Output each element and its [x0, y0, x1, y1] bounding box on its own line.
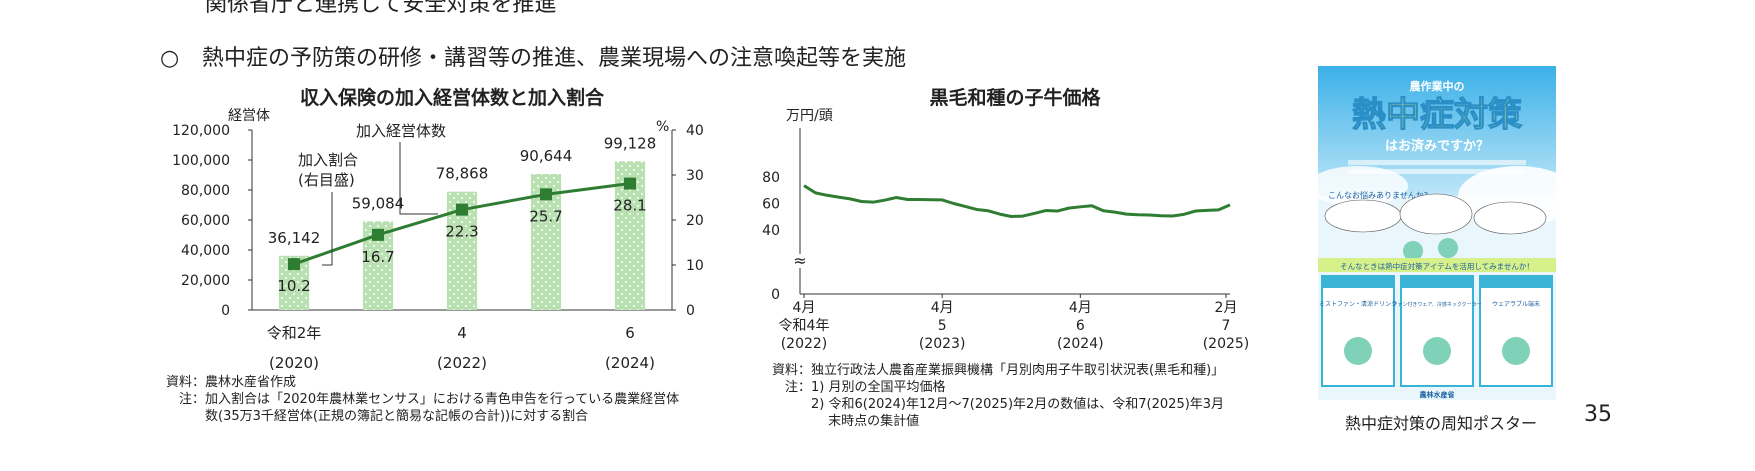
chart-title: 黒毛和種の子牛価格	[929, 86, 1101, 109]
y-left-tick-label: 60,000	[181, 213, 230, 229]
bar-value-label: 36,142	[268, 229, 321, 247]
x-tick-month: 4月	[1069, 300, 1092, 316]
x-tick-year: 5	[938, 318, 947, 334]
legend-count-name: 加入経営体数	[356, 122, 446, 140]
poster-footer: 農林水産省	[1420, 390, 1455, 399]
y-left-tick-label: 100,000	[172, 153, 230, 169]
x-tick-year: (2020)	[269, 354, 319, 372]
ratio-value-label: 22.3	[445, 223, 478, 241]
source-line: 資料：独立行政法人農畜産業振興機構「月別肉用子牛取引状況表(黒毛和種)」	[772, 363, 1225, 378]
x-tick-year: (2022)	[437, 354, 487, 372]
poster-item-2: ファン付きウェア、冷感ネッククーラー	[1392, 301, 1481, 308]
note-line: 2) 令和6(2024)年12月～7(2025)年2月の数値は、令和7(2025…	[772, 397, 1225, 412]
x-tick-month: 4月	[931, 300, 954, 316]
x-tick-western-year: (2022)	[781, 336, 828, 352]
source-line: 資料：農林水産省作成	[166, 375, 297, 390]
ratio-marker	[288, 258, 300, 271]
note-line: 注：1) 月別の全国平均価格	[772, 380, 946, 395]
cut-off-line: 関係省庁と連携して安全対策を推進	[205, 0, 557, 17]
y-axis-right-label: %	[656, 119, 669, 135]
ratio-value-label: 25.7	[529, 207, 562, 225]
y-tick-label: 60	[762, 197, 780, 213]
poster-sub: はお済みですか？	[1385, 138, 1489, 154]
legend-ratio-leader	[322, 192, 333, 266]
x-tick-month: 4月	[793, 300, 816, 316]
bar-value-label: 78,868	[436, 165, 489, 183]
heatstroke-poster: 農作業中の 熱中症対策 はお済みですか？ こんなお悩みありませんか？ そんなとき…	[1318, 66, 1556, 400]
legend-ratio-name: 加入割合	[298, 151, 358, 169]
y-tick-label: 0	[771, 287, 780, 303]
y-right-tick-label: 40	[686, 123, 704, 139]
y-left-tick-label: 80,000	[181, 183, 230, 199]
ratio-marker	[372, 228, 384, 241]
x-tick-western-year: (2024)	[1057, 336, 1104, 352]
chart-title: 収入保険の加入経営体数と加入割合	[300, 86, 605, 109]
x-tick-year: 7	[1222, 318, 1231, 334]
axis-break-mark: ≈	[793, 251, 806, 270]
ratio-marker	[540, 188, 552, 201]
y-left-tick-label: 40,000	[181, 243, 230, 259]
ratio-marker	[624, 177, 636, 190]
y-left-tick-label: 120,000	[172, 123, 230, 139]
x-tick-month: 2月	[1215, 300, 1238, 316]
note-line: 末時点の集計値	[772, 414, 920, 429]
bar-value-label: 99,128	[604, 134, 657, 152]
poster-band: そんなときは熱中症対策アイテムを活用してみませんか！	[1340, 261, 1534, 271]
y-right-tick-label: 30	[686, 168, 704, 184]
calf-price-chart-source: 資料：独立行政法人農畜産業振興機構「月別肉用子牛取引状況表(黒毛和種)」 注：1…	[772, 362, 1224, 430]
x-tick-western-year: (2023)	[919, 336, 966, 352]
x-tick-label: 4	[457, 324, 467, 342]
x-tick-western-year: (2025)	[1203, 336, 1250, 352]
bar-value-label: 59,084	[352, 194, 405, 212]
y-left-tick-label: 0	[221, 303, 230, 319]
bullet-heading: ○ 熱中症の予防策の研修・講習等の推進、農業現場への注意喚起等を実施	[160, 40, 906, 72]
page-number: 35	[1584, 402, 1612, 427]
x-tick-year: (2024)	[605, 354, 655, 372]
y-axis-label: 万円/頭	[786, 108, 833, 124]
x-tick-label: 6	[625, 324, 635, 342]
y-tick-label: 40	[762, 223, 780, 239]
y-axis-left-label: 経営体	[228, 108, 270, 124]
y-left-tick-label: 20,000	[181, 273, 230, 289]
x-tick-year: 6	[1076, 318, 1085, 334]
calf-price-line	[803, 184, 1231, 218]
legend-ratio-note: (右目盛)	[298, 171, 355, 189]
y-right-tick-label: 10	[686, 258, 704, 274]
y-right-tick-label: 20	[686, 213, 704, 229]
ratio-marker	[456, 203, 468, 216]
y-right-tick-label: 0	[686, 303, 695, 319]
bullet-text: 熱中症の予防策の研修・講習等の推進、農業現場への注意喚起等を実施	[202, 46, 907, 71]
x-tick-year: 令和4年	[779, 318, 830, 334]
ratio-value-label: 10.2	[277, 277, 310, 295]
ratio-value-label: 16.7	[361, 248, 394, 266]
poster-top-line: 農作業中の	[1410, 79, 1465, 93]
poster-caption: 熱中症対策の周知ポスター	[1345, 414, 1538, 433]
bullet-mark: ○	[160, 46, 180, 71]
poster-item-1: ミストファン・清涼ドリンク	[1319, 300, 1397, 308]
poster-mid-banner: こんなお悩みありませんか？	[1328, 190, 1432, 200]
bar-value-label: 90,644	[520, 147, 573, 165]
y-tick-label: 80	[762, 170, 780, 186]
note-line: 数(35万3千経営体(正規の簿記と簡易な記帳の合計))に対する割合	[166, 409, 589, 424]
x-tick-label: 令和2年	[267, 324, 322, 342]
legend-count-leader	[399, 142, 438, 215]
note-line: 注：加入割合は「2020年農林業センサス」における青色申告を行っている農業経営体	[166, 392, 680, 407]
poster-headline: 熱中症対策	[1352, 95, 1522, 135]
insurance-chart-source: 資料：農林水産省作成 注：加入割合は「2020年農林業センサス」における青色申告…	[166, 374, 679, 425]
ratio-value-label: 28.1	[613, 197, 646, 215]
poster-art: 農作業中の 熱中症対策 はお済みですか？ こんなお悩みありませんか？ そんなとき…	[1318, 66, 1556, 400]
poster-item-3: ウェアラブル端末	[1492, 300, 1540, 308]
